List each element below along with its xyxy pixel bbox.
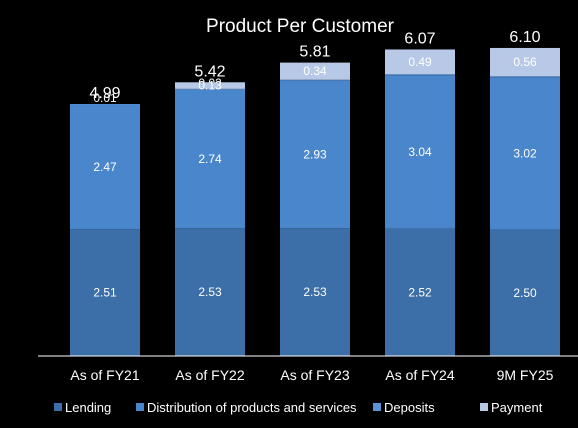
x-axis-labels: As of FY21 As of FY22 As of FY23 As of FY24… (70, 367, 553, 383)
bar-segment-deposits (385, 74, 455, 76)
legend: Lending Distribution of products and serv… (54, 400, 543, 415)
segment-value-label: 2.53 (198, 285, 222, 299)
bar-segment-deposits (280, 79, 350, 81)
legend-entry: Distribution of products and services (147, 400, 357, 415)
bar-segment-lending (490, 229, 560, 356)
bar-segment-payment (175, 82, 245, 89)
x-tick-label: 9M FY25 (497, 367, 554, 383)
segment-value-label: 3.02 (513, 146, 537, 160)
bar-segment-payment (490, 47, 560, 77)
legend-entry: Deposits (384, 400, 435, 415)
bar-segment-lending (70, 229, 140, 356)
segment-value-label: 2.51 (93, 286, 117, 300)
legend-swatch (136, 403, 144, 411)
segment-value-label: 0.13 (198, 79, 222, 93)
segment-value-label: 2.74 (198, 152, 222, 166)
bar-segment-distribution-of-products-and-services (70, 104, 140, 230)
segment-value-label: 3.04 (408, 145, 432, 159)
segment-value-label: 0.34 (303, 64, 327, 78)
total-value-label: 6.07 (404, 30, 435, 47)
x-tick-label: As of FY23 (280, 367, 349, 383)
x-tick-label: As of FY22 (175, 367, 244, 383)
bar-segment-lending (280, 228, 350, 356)
bar-segment-lending (175, 228, 245, 356)
x-tick-label: As of FY21 (70, 367, 139, 383)
total-value-label: 6.10 (509, 29, 540, 46)
legend-entry: Lending (65, 400, 111, 415)
total-value-label: 5.42 (194, 63, 225, 80)
legend-swatch (373, 403, 381, 411)
x-tick-label: As of FY24 (385, 367, 454, 383)
bar-segment-deposits (70, 104, 140, 105)
bar-segment-deposits (175, 88, 245, 90)
segment-value-label: 2.52 (408, 285, 432, 299)
legend-swatch (480, 403, 488, 411)
legend-entry: Payment (491, 400, 543, 415)
segment-value-label: 2.47 (93, 160, 117, 174)
segment-value-label: 2.50 (513, 286, 537, 300)
bar-segment-distribution-of-products-and-services (175, 89, 245, 229)
bar-segment-payment (385, 49, 455, 75)
legend-swatch (54, 403, 62, 411)
bars-layer: 2.512.470.014.992.532.740.020.135.422.53… (70, 29, 560, 356)
total-value-label: 4.99 (89, 85, 120, 102)
bar-segment-distribution-of-products-and-services (490, 77, 560, 230)
segment-value-label: 2.53 (303, 285, 327, 299)
segment-value-label: 2.93 (303, 147, 327, 161)
bar-segment-distribution-of-products-and-services (385, 75, 455, 229)
chart-title: Product Per Customer (206, 16, 395, 37)
bar-segment-distribution-of-products-and-services (280, 80, 350, 229)
bar-segment-deposits (490, 76, 560, 78)
total-value-label: 5.81 (299, 44, 330, 61)
bar-segment-lending (385, 228, 455, 356)
segment-value-label: 0.56 (513, 55, 537, 69)
segment-value-label: 0.01 (93, 91, 117, 105)
bar-segment-payment (280, 62, 350, 80)
segment-value-label: 0.49 (408, 55, 432, 69)
